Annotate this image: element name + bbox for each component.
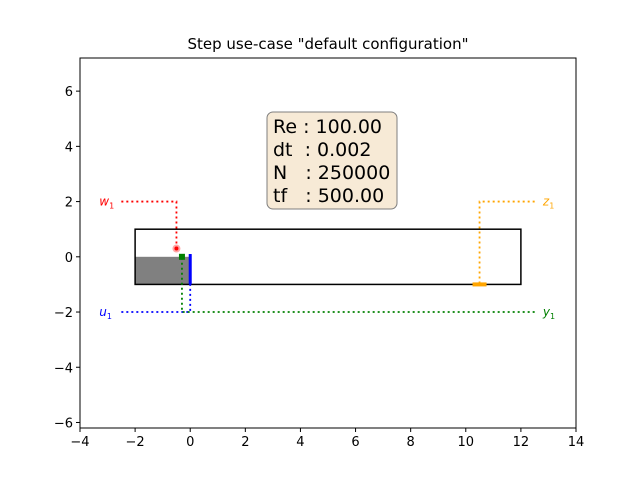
signal-u-subscript: 1 xyxy=(107,312,112,321)
x-axis: −4 −2 0 2 4 6 8 10 12 14 xyxy=(70,428,584,450)
domain-layer xyxy=(134,228,522,286)
x-tick-label: −4 xyxy=(70,435,89,450)
x-tick-label: 4 xyxy=(296,435,304,450)
axes-frame xyxy=(79,57,577,429)
signal-w-line xyxy=(121,200,178,249)
signal-y-marker xyxy=(178,253,185,260)
signal-z-label: z1 xyxy=(542,195,554,211)
signal-w-marker xyxy=(174,246,179,251)
info-line: N : 250000 xyxy=(273,162,390,184)
x-tick-label: 2 xyxy=(241,435,249,450)
signal-w-subscript: 1 xyxy=(109,202,114,211)
signal-u-label: u1 xyxy=(99,305,112,321)
plot-title: Step use-case "default configuration" xyxy=(188,35,469,53)
signal-z-line xyxy=(478,200,535,285)
x-tick-label: 12 xyxy=(513,435,530,450)
channel-domain xyxy=(134,228,522,286)
y-tick-label: 6 xyxy=(65,85,73,100)
signal-u-name: u xyxy=(99,305,107,319)
y-axis: −6 −4 −2 0 2 4 6 xyxy=(54,85,80,431)
y-tick-label: 4 xyxy=(65,140,73,155)
signal-z-name: z xyxy=(542,195,550,209)
x-tick-label: 0 xyxy=(186,435,194,450)
signal-z-marker xyxy=(472,282,487,287)
signal-w-label: w1 xyxy=(99,195,114,211)
signal-z-subscript: 1 xyxy=(549,202,554,211)
info-line: tf : 500.00 xyxy=(273,185,384,207)
y-tick-label: 2 xyxy=(65,196,73,211)
step-layer xyxy=(135,256,191,285)
y-tick-label: −6 xyxy=(54,416,73,431)
info-box-background xyxy=(266,111,398,210)
x-tick-label: 8 xyxy=(407,435,415,450)
info-line: Re : 100.00 xyxy=(273,116,382,138)
x-tick-label: 10 xyxy=(458,435,475,450)
y-tick-label: −2 xyxy=(54,306,73,321)
signal-y-name: y xyxy=(542,305,551,319)
x-tick-label: 6 xyxy=(351,435,359,450)
info-line: dt : 0.002 xyxy=(273,139,371,161)
x-tick-label: 14 xyxy=(568,435,585,450)
step-region xyxy=(135,256,191,285)
signal-u-marker xyxy=(188,254,192,285)
signal-y-label: y1 xyxy=(542,305,555,321)
y-tick-label: −4 xyxy=(54,361,73,376)
y-tick-label: 0 xyxy=(65,251,73,266)
x-tick-label: −2 xyxy=(126,435,145,450)
signal-y-subscript: 1 xyxy=(550,312,555,321)
signal-w-name: w xyxy=(99,195,109,209)
